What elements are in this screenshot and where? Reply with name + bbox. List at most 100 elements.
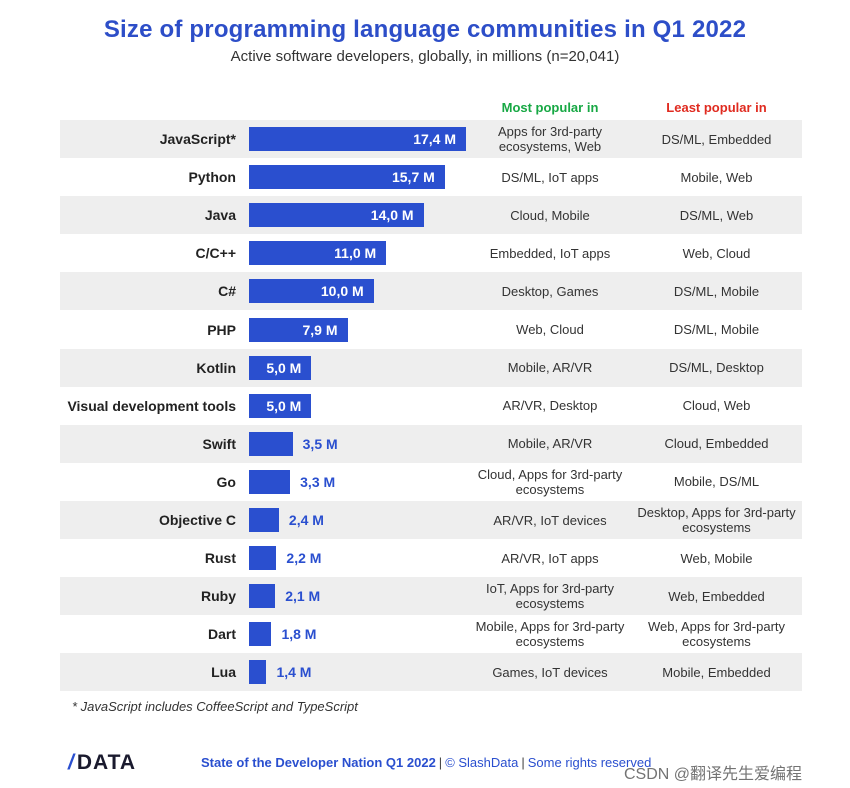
least-popular-cell: Mobile, Embedded <box>662 664 771 680</box>
row-background <box>60 348 802 387</box>
least-popular-header: Least popular in <box>666 100 767 115</box>
most-popular-cell: Mobile, AR/VR <box>507 360 593 376</box>
value-label: 7,9 M <box>302 321 338 338</box>
chart-row: Objective C 2,4 M AR/VR, IoT devices Deskto… <box>0 501 850 539</box>
bar <box>249 241 387 266</box>
bar <box>249 508 279 532</box>
least-popular-cell: Web, Cloud <box>682 245 751 261</box>
value-label: 5,0 M <box>266 359 302 376</box>
value-label: 15,7 M <box>391 169 435 186</box>
value-label: 2,2 M <box>286 550 322 567</box>
least-popular-cell: Desktop, Apps for 3rd-party ecosystems <box>637 505 796 535</box>
chart-title: Size of programming language communities… <box>103 16 747 43</box>
least-popular-cell: DS/ML, Web <box>679 207 754 223</box>
chart-row: Ruby 2,1 M IoT, Apps for 3rd-party ecosyst… <box>0 577 850 616</box>
value-label: 3,5 M <box>302 435 338 452</box>
source-line: State of the Developer Nation Q1 2022 | © … <box>201 755 651 770</box>
least-popular-cell: DS/ML, Mobile <box>673 322 760 337</box>
watermark: CSDN @翻译先生爱编程 <box>624 766 803 783</box>
category-label: Python <box>188 169 236 186</box>
row-background <box>60 577 802 616</box>
category-label: Objective C <box>158 512 236 528</box>
category-label: C/C++ <box>195 245 236 262</box>
row-background <box>60 196 802 235</box>
category-label: Rust <box>204 550 236 567</box>
value-label: 10,0 M <box>320 283 364 300</box>
most-popular-cell: Apps for 3rd-party ecosystems, Web <box>497 124 603 154</box>
chart-row: Swift 3,5 M Mobile, AR/VR Cloud, Embedded <box>0 424 850 463</box>
most-popular-cell: AR/VR, IoT devices <box>493 512 607 528</box>
least-popular-cell: Cloud, Web <box>682 398 751 414</box>
bar <box>249 622 272 647</box>
value-label: 1,4 M <box>276 664 312 681</box>
most-popular-cell: Web, Cloud <box>516 322 584 337</box>
chart-row: Java 14,0 M Cloud, Mobile DS/ML, Web <box>0 196 850 235</box>
value-label: 3,3 M <box>300 473 336 490</box>
category-label: Kotlin <box>196 359 236 376</box>
least-popular-cell: Cloud, Embedded <box>664 436 769 452</box>
least-popular-cell: Web, Apps for 3rd-party ecosystems <box>647 619 786 650</box>
chart-subtitle: Active software developers, globally, in… <box>230 48 620 65</box>
chart-row: Kotlin 5,0 M Mobile, AR/VR DS/ML, Desktop <box>0 348 850 387</box>
separator: | <box>438 755 443 770</box>
chart-row: JavaScript* 17,4 M Apps for 3rd-party ecos… <box>0 120 850 158</box>
value-label: 17,4 M <box>413 131 456 147</box>
most-popular-cell: DS/ML, IoT apps <box>501 169 599 185</box>
value-label: 2,4 M <box>288 512 324 528</box>
most-popular-cell: Cloud, Apps for 3rd-party ecosystems <box>477 466 623 497</box>
chart-row: PHP 7,9 M Web, Cloud DS/ML, Mobile <box>0 311 850 349</box>
least-popular-cell: DS/ML, Desktop <box>669 360 764 376</box>
bar <box>249 584 276 609</box>
value-label: 1,8 M <box>281 626 317 643</box>
category-label: Dart <box>207 626 236 643</box>
bar <box>249 469 291 494</box>
most-popular-cell: IoT, Apps for 3rd-party ecosystems <box>486 581 614 612</box>
least-popular-cell: Web, Mobile <box>680 550 753 566</box>
slashdata-logo: /DATA <box>68 751 136 775</box>
least-popular-cell: Web, Embedded <box>668 588 765 604</box>
category-label: Visual development tools <box>67 397 236 414</box>
most-popular-cell: Mobile, Apps for 3rd-party ecosystems <box>475 619 625 650</box>
bar <box>249 127 466 151</box>
row-background <box>60 272 802 311</box>
category-label: Lua <box>211 664 236 681</box>
most-popular-cell: Mobile, AR/VR <box>507 436 593 452</box>
most-popular-header: Most popular in <box>501 100 599 115</box>
category-label: Go <box>216 473 236 490</box>
report-name: State of the Developer Nation Q1 2022 <box>201 755 436 770</box>
most-popular-cell: Games, IoT devices <box>492 664 608 680</box>
bar <box>249 546 277 571</box>
chart-row: Lua 1,4 M Games, IoT devices Mobile, Embedd… <box>0 653 850 692</box>
category-label: JavaScript* <box>159 131 236 147</box>
bar <box>249 355 312 380</box>
chart-row: Python 15,7 M DS/ML, IoT apps Mobile, Web <box>0 158 850 196</box>
most-popular-cell: AR/VR, Desktop <box>502 398 598 414</box>
chart-row: C# 10,0 M Desktop, Games DS/ML, Mobile <box>0 272 850 311</box>
chart-row: Go 3,3 M Cloud, Apps for 3rd-party ecosyst… <box>0 463 850 501</box>
chart-row: Dart 1,8 M Mobile, Apps for 3rd-party ecos… <box>0 615 850 653</box>
bar <box>249 317 348 342</box>
footnote: * JavaScript includes CoffeeScript and T… <box>72 699 358 714</box>
bar <box>249 203 424 228</box>
chart-row: C/C++ 11,0 M Embedded, IoT apps Web, Cloud <box>0 234 850 272</box>
most-popular-cell: Cloud, Mobile <box>510 207 590 223</box>
least-popular-cell: DS/ML, Embedded <box>661 131 772 147</box>
value-label: 5,0 M <box>266 397 302 414</box>
rights-text: Some rights reserved <box>527 755 652 770</box>
logo-text: DATA <box>76 751 137 774</box>
category-label: Ruby <box>201 588 236 605</box>
most-popular-cell: Desktop, Games <box>501 283 599 299</box>
least-popular-cell: DS/ML, Mobile <box>673 283 760 299</box>
category-label: PHP <box>207 321 236 338</box>
value-label: 14,0 M <box>370 207 414 224</box>
category-label: C# <box>218 283 236 300</box>
slash-icon: / <box>68 751 75 774</box>
bar <box>249 165 445 190</box>
chart-row: Rust 2,2 M AR/VR, IoT apps Web, Mobile <box>0 539 850 577</box>
bar <box>249 279 374 304</box>
least-popular-cell: Mobile, DS/ML <box>673 474 760 490</box>
row-background <box>60 424 802 463</box>
least-popular-cell: Mobile, Web <box>680 169 753 185</box>
bar <box>249 660 267 685</box>
separator: | <box>521 755 525 770</box>
